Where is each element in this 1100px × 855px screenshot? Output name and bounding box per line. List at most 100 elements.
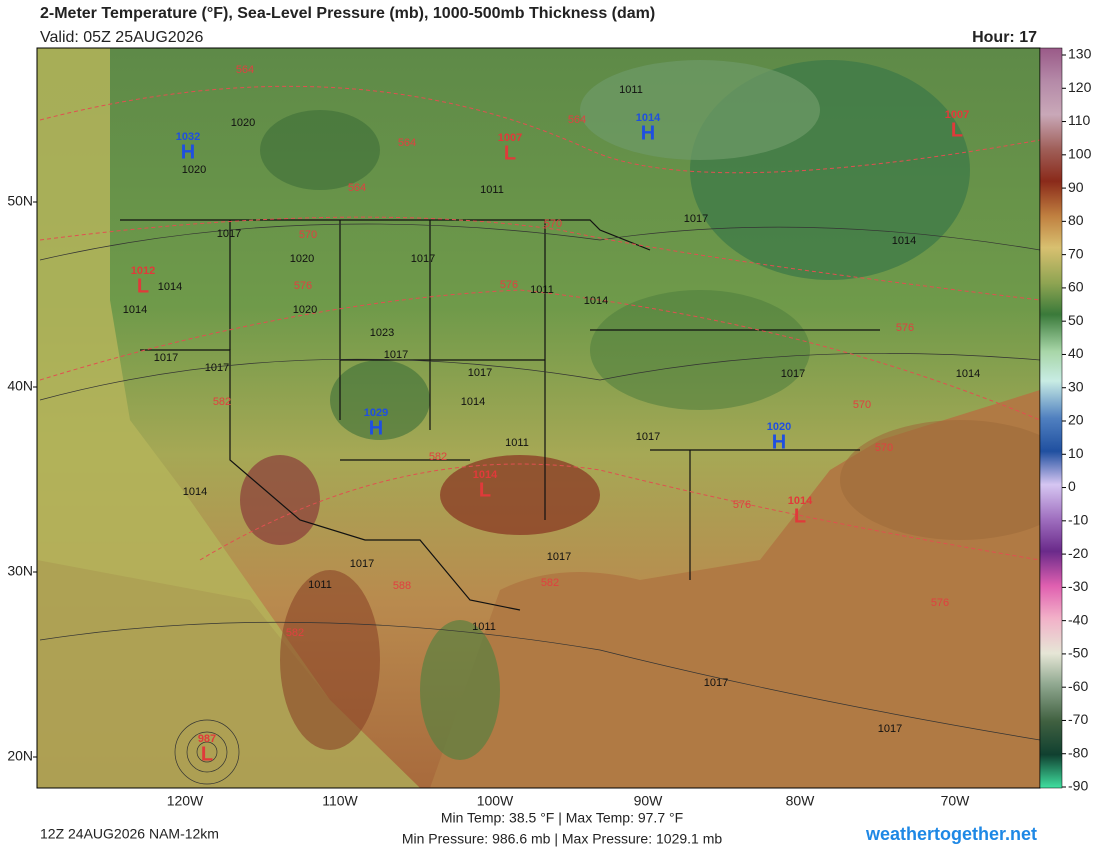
thickness-label: 588 [393, 580, 411, 592]
map-field [37, 48, 1040, 788]
isobar-label: 1017 [878, 723, 902, 735]
temp-range: Min Temp: 38.5 °F | Max Temp: 97.7 °F [441, 810, 683, 826]
isobar-label: 1020 [231, 117, 255, 129]
lat-label: 40N [7, 378, 33, 394]
valid-time: Valid: 05Z 25AUG2026 [40, 29, 203, 46]
thickness-label: 582 [429, 451, 447, 463]
isobar-label: 1017 [636, 431, 660, 443]
isobar-label: 1014 [158, 281, 182, 293]
center-value: 1029 [364, 407, 388, 419]
site-link[interactable]: weathertogether.net [865, 824, 1037, 844]
lon-label: 110W [322, 793, 358, 809]
thickness-label: 576 [896, 322, 914, 334]
colorbar-label: 60 [1068, 279, 1084, 295]
isobar-label: 1011 [472, 621, 496, 633]
center-value: 1014 [788, 495, 813, 507]
isobar-label: 1011 [308, 579, 332, 591]
forecast-hour: Hour: 17 [972, 29, 1037, 46]
lon-label: 100W [477, 793, 514, 809]
isobar-label: 1014 [892, 235, 916, 247]
thickness-label: 564 [236, 64, 254, 76]
isobar-label: 1017 [384, 349, 408, 361]
lon-label: 80W [786, 793, 816, 809]
colorbar-label: -30 [1068, 578, 1088, 594]
thickness-label: 570 [299, 229, 317, 241]
colorbar-label: -90 [1068, 778, 1088, 794]
center-value: 1012 [131, 265, 155, 277]
center-symbol: H [181, 141, 195, 163]
isobar-label: 1017 [781, 368, 805, 380]
lat-label: 20N [7, 748, 33, 764]
thickness-label: 570 [875, 442, 893, 454]
colorbar-label: 90 [1068, 179, 1084, 195]
lon-label: 120W [167, 793, 204, 809]
model-run: 12Z 24AUG2026 NAM-12km [40, 826, 219, 842]
isobar-label: 1011 [530, 284, 554, 296]
isobar-label: 1017 [350, 558, 374, 570]
center-symbol: L [137, 275, 149, 297]
colorbar-label: 130 [1068, 46, 1092, 62]
colorbar-label: 30 [1068, 378, 1084, 394]
center-symbol: L [201, 743, 213, 765]
center-symbol: L [794, 505, 806, 527]
thickness-label: 582 [213, 396, 231, 408]
thickness-label: 570 [544, 218, 562, 230]
thickness-label: 576 [500, 279, 518, 291]
isobar-label: 1011 [505, 437, 529, 449]
isobar-label: 1017 [154, 352, 178, 364]
center-value: 1007 [945, 109, 969, 121]
colorbar-label: -20 [1068, 545, 1088, 561]
colorbar-label: 10 [1068, 445, 1084, 461]
isobar-label: 1020 [290, 253, 314, 265]
thickness-label: 576 [294, 280, 312, 292]
isobar-label: 1017 [547, 551, 571, 563]
colorbar-label: 40 [1068, 345, 1084, 361]
center-value: 1032 [176, 131, 200, 143]
thickness-label: 564 [398, 137, 416, 149]
isobar-label: 1014 [123, 304, 147, 316]
isobar-label: 1017 [217, 228, 241, 240]
colorbar-label: -10 [1068, 512, 1088, 528]
thickness-label: 576 [931, 597, 949, 609]
isobar-label: 1017 [205, 362, 229, 374]
center-value: 1014 [636, 112, 661, 124]
isobar-label: 1014 [956, 368, 980, 380]
colorbar-label: 110 [1068, 112, 1091, 128]
thickness-label: 564 [348, 182, 366, 194]
colorbar-label: 50 [1068, 312, 1084, 328]
lon-label: 70W [941, 793, 971, 809]
isobar-label: 1014 [183, 486, 207, 498]
isobar-label: 1014 [584, 295, 608, 307]
isobar-label: 1011 [619, 84, 643, 96]
colorbar-label: 20 [1068, 412, 1084, 428]
thickness-label: 570 [853, 399, 871, 411]
colorbar-label: -70 [1068, 711, 1088, 727]
colorbar-label: 80 [1068, 212, 1084, 228]
isobar-label: 1014 [461, 396, 485, 408]
colorbar-label: -50 [1068, 645, 1088, 661]
isobar-label: 1020 [182, 164, 206, 176]
center-value: 1007 [498, 132, 522, 144]
isobar-label: 1017 [684, 213, 708, 225]
colorbar-label: 70 [1068, 245, 1084, 261]
colorbar-label: -80 [1068, 744, 1088, 760]
center-symbol: L [479, 479, 491, 501]
thickness-label: 576 [733, 499, 751, 511]
colorbar-label: -40 [1068, 611, 1088, 627]
colorbar [1039, 47, 1063, 789]
lat-label: 50N [7, 193, 33, 209]
thickness-label: 582 [541, 577, 559, 589]
center-symbol: H [369, 417, 383, 439]
center-value: 1020 [767, 421, 791, 433]
isobar-label: 1017 [704, 677, 728, 689]
center-value: 987 [198, 733, 216, 745]
center-value: 1014 [473, 469, 498, 481]
colorbar-label: -60 [1068, 678, 1088, 694]
isobar-label: 1020 [293, 304, 317, 316]
isobar-label: 1023 [370, 327, 394, 339]
center-symbol: L [504, 142, 516, 164]
isobar-label: 1017 [468, 367, 492, 379]
isobar-label: 1017 [411, 253, 435, 265]
isobar-label: 1011 [480, 184, 504, 196]
